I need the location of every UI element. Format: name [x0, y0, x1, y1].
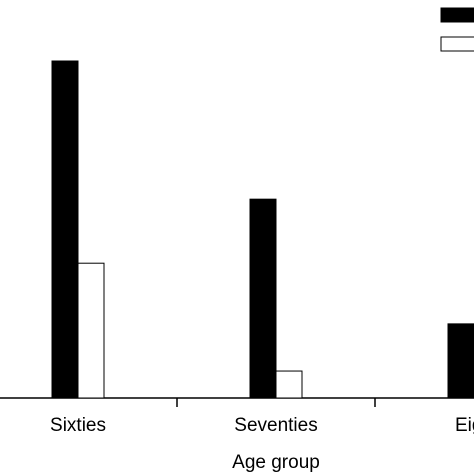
bar-series1-seventies — [249, 198, 277, 399]
x-axis-ticks — [176, 398, 376, 407]
bar-series2-seventies — [275, 370, 303, 399]
x-tick-labels: Sixties Seventies Eigh — [50, 415, 474, 436]
bar-series1-sixties — [51, 60, 79, 399]
x-tick-label-sixties: Sixties — [50, 415, 106, 436]
bar-series2-sixties — [77, 262, 105, 399]
legend-swatch-series1 — [440, 7, 474, 23]
legend-swatch-series2 — [440, 36, 474, 52]
bars — [51, 60, 474, 399]
bar-series1-eigh — [447, 323, 474, 399]
legend — [440, 7, 474, 52]
x-tick-label-eigh: Eigh — [455, 415, 474, 436]
x-axis-title: Age group — [232, 452, 320, 473]
x-tick-label-seventies: Seventies — [234, 415, 317, 436]
plot-area: Sixties Seventies Eigh — [0, 60, 474, 436]
